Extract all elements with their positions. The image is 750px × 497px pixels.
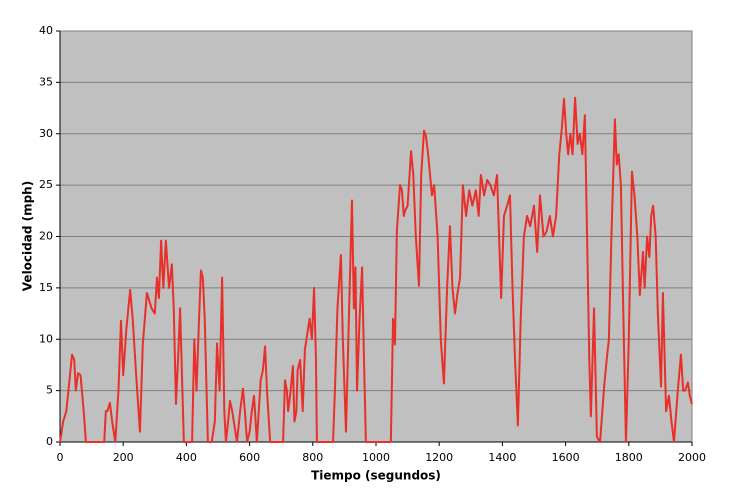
x-tick-label: 200	[113, 451, 134, 464]
y-tick-label: 20	[39, 230, 53, 243]
x-tick-label: 1400	[488, 451, 516, 464]
speed-line	[59, 96, 693, 443]
y-tick-label: 10	[39, 332, 53, 345]
x-tick-label: 400	[176, 451, 197, 464]
x-tick-label: 1600	[552, 451, 580, 464]
x-tick-label: 800	[302, 451, 323, 464]
y-tick-label: 30	[39, 127, 53, 140]
x-tick-label: 1000	[362, 451, 390, 464]
x-tick-label: 1200	[425, 451, 453, 464]
x-tick-label: 0	[57, 451, 64, 464]
y-tick-label: 15	[39, 281, 53, 294]
y-tick-label: 40	[39, 24, 53, 37]
x-tick-label: 1800	[615, 451, 643, 464]
x-tick-label: 600	[239, 451, 260, 464]
y-tick-label: 0	[46, 435, 53, 448]
y-tick-label: 35	[39, 75, 53, 88]
x-tick-label: 2000	[678, 451, 706, 464]
y-tick-label: 5	[46, 384, 53, 397]
y-tick-label: 25	[39, 178, 53, 191]
x-axis-label: Tiempo (segundos)	[311, 469, 441, 483]
y-axis-label: Velocidad (mph)	[21, 181, 35, 291]
